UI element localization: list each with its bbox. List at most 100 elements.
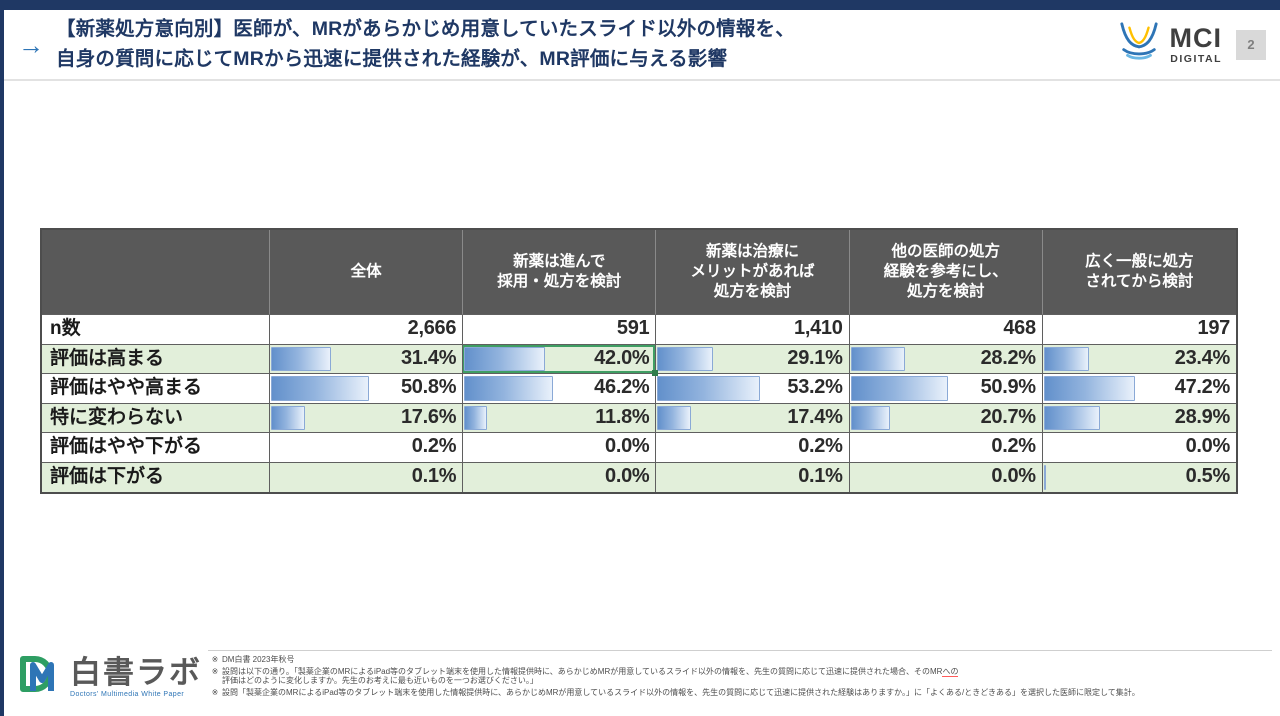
value-cell: 17.6% bbox=[270, 403, 464, 433]
slide-left-accent-bar bbox=[0, 0, 4, 716]
data-bar bbox=[850, 346, 905, 371]
row-label: 評価はやや高まる bbox=[42, 374, 270, 404]
header-cell-empty bbox=[42, 230, 270, 315]
data-bar bbox=[657, 405, 691, 430]
value-cell: 50.8% bbox=[270, 374, 464, 404]
n-value: 2,666 bbox=[407, 317, 457, 339]
value-text: 50.8% bbox=[400, 376, 457, 398]
value-text: 0.0% bbox=[1185, 435, 1231, 457]
value-text: 28.2% bbox=[980, 346, 1037, 369]
footnote-question: ※ 設問は以下の通り。「製薬企業のMRによるiPad等のタブレット端末を使用した… bbox=[208, 666, 1272, 686]
value-cell: 0.1% bbox=[656, 462, 850, 492]
page-title-line1: 【新薬処方意向別】医師が、MRがあらかじめ用意していたスライド以外の情報を、 bbox=[56, 18, 795, 41]
n-cell: 591 bbox=[463, 315, 657, 345]
table-row-rating-up: 評価は高まる 31.4% 42.0% 29.1% 28.2% 23.4% bbox=[42, 344, 1236, 376]
value-cell: 0.0% bbox=[1042, 433, 1236, 463]
value-text: 23.4% bbox=[1174, 346, 1231, 369]
footnote-marker: ※ bbox=[211, 666, 219, 676]
value-cell: 28.9% bbox=[1042, 403, 1236, 433]
value-cell: 46.2% bbox=[463, 374, 657, 404]
value-cell: 53.2% bbox=[656, 374, 850, 404]
row-label: 評価は高まる bbox=[42, 344, 270, 374]
table-row-no-change: 特に変わらない 17.6% 11.8% 17.4% 20.7% 28.9% bbox=[42, 403, 1236, 433]
value-cell: 0.5% bbox=[1042, 462, 1236, 492]
table-row-rating-slightly-down: 評価はやや下がる 0.2% 0.0% 0.2% 0.2% 0.0% bbox=[42, 433, 1236, 463]
data-bar bbox=[657, 346, 714, 371]
value-text: 0.2% bbox=[798, 435, 843, 457]
data-bar bbox=[657, 376, 760, 401]
footnote-filter: ※ 設問「製薬企業のMRによるiPad等のタブレット端末を使用した情報提供時に、… bbox=[208, 688, 1272, 698]
value-text: 0.2% bbox=[411, 435, 457, 457]
value-text: 53.2% bbox=[787, 376, 843, 398]
dm-monogram-icon bbox=[14, 652, 60, 703]
value-cell: 23.4% bbox=[1042, 344, 1236, 374]
value-text: 0.5% bbox=[1185, 464, 1231, 487]
n-cell: 2,666 bbox=[270, 315, 464, 345]
data-bar bbox=[850, 376, 949, 401]
data-bar bbox=[271, 405, 305, 430]
footnote-source-text: DM白書 2023年秋号 bbox=[222, 655, 295, 664]
value-text: 42.0% bbox=[594, 346, 650, 369]
footnote-marker: ※ bbox=[211, 655, 219, 664]
page-title: 【新薬処方意向別】医師が、MRがあらかじめ用意していたスライド以外の情報を、 自… bbox=[56, 15, 795, 74]
n-value: 1,410 bbox=[794, 317, 843, 339]
footnote-filter-text: 設問「製薬企業のMRによるiPad等のタブレット端末を使用した情報提供時に、あら… bbox=[222, 687, 1140, 697]
header-cell-early-adopter: 新薬は進んで 採用・処方を検討 bbox=[463, 230, 657, 315]
value-text: 31.4% bbox=[400, 346, 457, 369]
value-cell: 28.2% bbox=[849, 344, 1043, 374]
page-number-badge: 2 bbox=[1236, 29, 1266, 60]
data-bar bbox=[1043, 405, 1100, 430]
data-bar bbox=[1043, 376, 1135, 401]
value-cell: 17.4% bbox=[656, 403, 850, 433]
hakusho-labo-logo: 白書ラボ Doctors' Multimedia White Paper bbox=[14, 652, 202, 703]
value-cell: 0.0% bbox=[463, 462, 657, 492]
footnote-marker: ※ bbox=[211, 687, 219, 697]
data-bar bbox=[271, 376, 369, 401]
n-value: 468 bbox=[1003, 317, 1036, 339]
value-text: 28.9% bbox=[1174, 405, 1231, 428]
row-label: 評価は下がる bbox=[42, 462, 270, 492]
value-text: 0.2% bbox=[991, 435, 1036, 457]
value-cell: 20.7% bbox=[849, 403, 1043, 433]
value-text: 0.0% bbox=[605, 435, 650, 457]
mci-logo-name: MCI bbox=[1169, 22, 1222, 53]
mci-digital-logo: MCI DIGITAL bbox=[1116, 21, 1223, 68]
table-row-n: n数 2,666 591 1,410 468 197 bbox=[42, 315, 1236, 345]
value-cell: 0.0% bbox=[463, 433, 657, 463]
header-cell-peer-reference: 他の医師の処方 経験を参考にし、 処方を検討 bbox=[849, 230, 1043, 315]
footnote-question-pre: 設問は以下の通り。「製薬企業のMRによるiPad等のタブレット端末を使用した情報… bbox=[222, 666, 943, 676]
value-cell: 0.2% bbox=[656, 433, 850, 463]
value-cell: 47.2% bbox=[1042, 374, 1236, 404]
data-bar bbox=[1043, 346, 1089, 371]
n-cell: 1,410 bbox=[656, 315, 850, 345]
value-text: 17.6% bbox=[400, 405, 457, 428]
value-cell: 0.1% bbox=[270, 462, 464, 492]
value-text: 50.9% bbox=[980, 376, 1037, 398]
row-label-n: n数 bbox=[42, 315, 270, 345]
survey-table: 全体 新薬は進んで 採用・処方を検討 新薬は治療に メリットがあれば 処方を検討… bbox=[40, 228, 1238, 494]
footnotes: ※ DM白書 2023年秋号 ※ 設問は以下の通り。「製薬企業のMRによるiPa… bbox=[208, 650, 1272, 699]
value-text: 0.0% bbox=[605, 464, 650, 487]
value-cell: 0.0% bbox=[849, 462, 1043, 492]
page-title-line2: 自身の質問に応じてMRから迅速に提供された経験が、MR評価に与える影響 bbox=[56, 47, 728, 70]
row-label: 評価はやや下がる bbox=[42, 433, 270, 463]
table-header-row: 全体 新薬は進んで 採用・処方を検討 新薬は治療に メリットがあれば 処方を検討… bbox=[42, 230, 1236, 315]
n-value: 591 bbox=[616, 317, 650, 339]
title-arrow-icon: → bbox=[18, 29, 44, 60]
footnote-question-text: 設問は以下の通り。「製薬企業のMRによるiPad等のタブレット端末を使用した情報… bbox=[222, 666, 1272, 686]
data-bar bbox=[850, 405, 891, 430]
data-bar bbox=[271, 346, 332, 371]
header-cell-late-adopter: 広く一般に処方 されてから検討 bbox=[1042, 230, 1236, 315]
footnote-question-post: 評価はどのように変化しますか。先生のお考えに最も近いものを一つお選びください。」 bbox=[222, 676, 538, 685]
n-cell: 468 bbox=[849, 315, 1043, 345]
table-row-rating-down: 評価は下がる 0.1% 0.0% 0.1% 0.0% 0.5% bbox=[42, 462, 1236, 492]
header-cell-merit-based: 新薬は治療に メリットがあれば 処方を検討 bbox=[656, 230, 850, 315]
footnote-source: ※ DM白書 2023年秋号 bbox=[208, 655, 1272, 665]
mci-crown-icon bbox=[1116, 21, 1162, 68]
n-value: 197 bbox=[1197, 317, 1231, 339]
table-row-rating-slightly-up: 評価はやや高まる 50.8% 46.2% 53.2% 50.9% 47.2% bbox=[42, 374, 1236, 404]
row-label: 特に変わらない bbox=[42, 403, 270, 433]
value-cell: 50.9% bbox=[849, 374, 1043, 404]
value-cell: 11.8% bbox=[463, 403, 657, 433]
value-text: 20.7% bbox=[980, 405, 1037, 428]
